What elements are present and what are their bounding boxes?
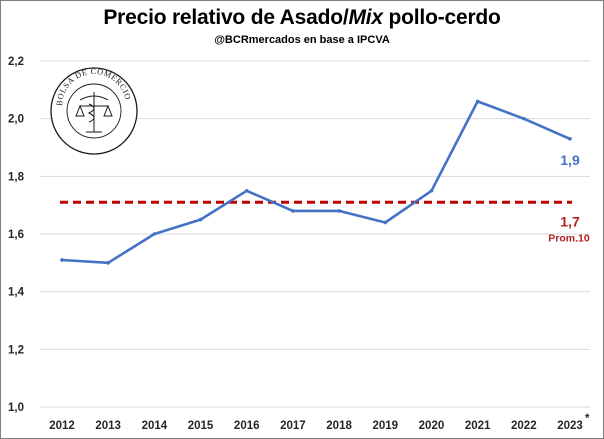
data-point [475, 99, 480, 104]
x-axis-ticks: 2012 2013 2014 2015 2016 2017 2018 2019 2020 2021… [49, 413, 590, 432]
title-end: pollo-cerdo [382, 6, 501, 29]
last-value-label: 1,9 [560, 152, 580, 168]
caduceus-scales-icon [75, 92, 113, 133]
y-tick-label: 2,0 [8, 114, 24, 126]
data-point [198, 217, 203, 222]
x-tick-label: 2018 [326, 420, 352, 432]
data-point [106, 261, 110, 265]
logo-seal: BOLSA DE COMERCIO DE ROSARIO [0, 0, 138, 155]
y-tick-label: 1,0 [8, 402, 24, 414]
series-line [60, 100, 572, 265]
title-italic: Mix [348, 6, 383, 29]
y-tick-label: 1,4 [8, 287, 25, 299]
x-tick-label: 2016 [234, 420, 260, 432]
x-tick-label: 2019 [372, 420, 398, 432]
data-point [291, 209, 295, 213]
x-tick-label: 2017 [280, 420, 306, 432]
x-tick-label: 2015 [188, 420, 214, 432]
data-point [152, 232, 157, 236]
x-tick-label: 2021 [465, 420, 491, 432]
x-tick-label: 2023 [557, 420, 583, 432]
y-tick-label: 1,6 [8, 229, 24, 241]
data-point [337, 209, 341, 213]
data-point [522, 116, 526, 121]
x-tick-label: 2012 [49, 420, 75, 432]
title-main: Precio relativo de Asado/ [103, 6, 349, 29]
data-point [429, 188, 434, 193]
data-point [244, 188, 249, 193]
y-tick-label: 1,2 [8, 344, 24, 356]
x-tick-label: 2014 [142, 420, 168, 432]
x-tick-label: 2020 [419, 420, 445, 432]
average-sublabel: Prom.10 [548, 232, 590, 244]
data-point [60, 258, 64, 262]
y-tick-label: 1,8 [8, 171, 25, 183]
chart-subtitle: @BCRmercados en base a IPCVA [214, 34, 390, 46]
x-tick-label: 2013 [95, 420, 121, 432]
y-tick-label: 2,2 [8, 56, 24, 68]
data-point [568, 137, 572, 141]
x-tick-footnote-marker: * [585, 413, 590, 425]
chart-title: Precio relativo de Asado/Mix pollo-cerdo [0, 6, 604, 30]
x-tick-label: 2022 [511, 420, 537, 432]
series-line-group [60, 99, 572, 265]
average-value-label: 1,7 [560, 213, 580, 229]
y-axis-ticks: 1,0 1,2 1,4 1,6 1,8 2,0 2,2 [8, 56, 25, 414]
data-labels: 1,9 1,7 Prom.10 [548, 152, 590, 244]
data-point [383, 220, 388, 225]
